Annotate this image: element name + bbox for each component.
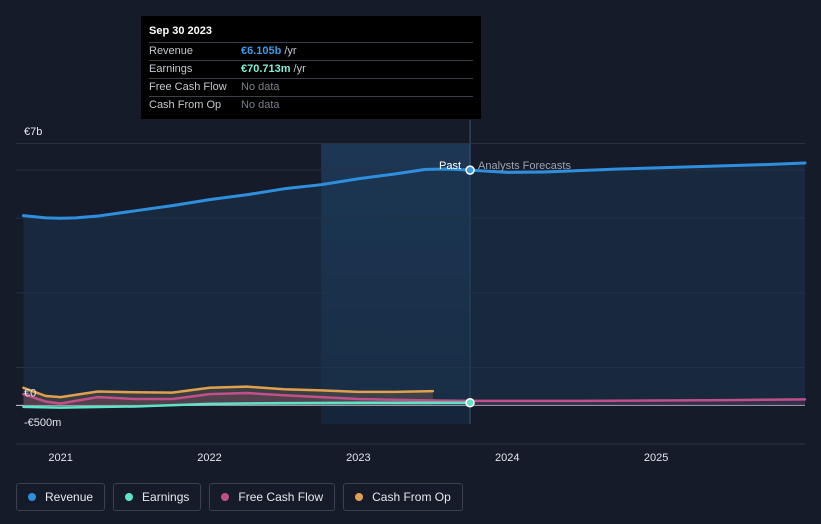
tooltip-label: Earnings [149,63,193,75]
x-tick-label: 2021 [48,452,72,464]
legend-item-revenue[interactable]: Revenue [16,483,106,511]
legend-label: Earnings [142,490,190,504]
tooltip-label: Revenue [149,45,194,57]
y-tick-label: €7b [24,126,42,138]
legend: Revenue Earnings Free Cash Flow Cash Fro… [16,483,471,511]
tooltip-value: No data [241,81,280,93]
tooltip-label: Free Cash Flow [149,81,227,93]
legend-dot-icon [28,493,36,501]
y-tick-label: -€500m [24,417,61,429]
legend-label: Revenue [45,490,94,504]
cash-from-op-line [22,385,435,399]
legend-item-free-cash-flow[interactable]: Free Cash Flow [209,483,336,511]
earnings-line [22,401,472,409]
earnings-marker-point [465,397,475,408]
legend-dot-icon [355,493,364,501]
tooltip-value: €6.105b [241,45,282,57]
revenue-marker-point [465,165,475,175]
tooltip-value: €70.713m [241,63,291,75]
tooltip-row-free-cash-flow: Free Cash Flow No data [149,78,473,96]
legend-label: Cash From Op [372,490,451,504]
tooltip-date: Sep 30 2023 [149,25,212,37]
y-tick-label: €0 [24,387,36,399]
tooltip-value: No data [241,99,280,111]
legend-label: Free Cash Flow [238,490,324,504]
x-tick-label: 2022 [197,452,221,464]
x-tick-label: 2025 [644,452,668,464]
tooltip-unit: /yr [284,45,297,57]
revenue-area [23,163,805,406]
free-cash-flow-line [22,391,807,405]
legend-item-cash-from-op[interactable]: Cash From Op [343,483,463,511]
tooltip-label: Cash From Op [149,99,222,111]
tooltip: Sep 30 2023 Revenue €6.105b /yr Earnings… [141,16,481,119]
legend-dot-icon [125,493,134,501]
x-tick-label: 2024 [495,452,519,464]
tooltip-unit: /yr [293,63,306,75]
revenue-line [21,161,807,220]
past-label: Past [439,160,461,172]
x-tick-label: 2023 [346,452,370,464]
tooltip-row-revenue: Revenue €6.105b /yr [149,42,473,60]
tooltip-row-cash-from-op: Cash From Op No data [149,96,473,114]
forecast-label: Analysts Forecasts [478,160,571,172]
tooltip-row-earnings: Earnings €70.713m /yr [149,60,473,78]
free-cash-flow-area [23,393,805,406]
legend-item-earnings[interactable]: Earnings [113,483,202,511]
legend-dot-icon [221,493,230,501]
